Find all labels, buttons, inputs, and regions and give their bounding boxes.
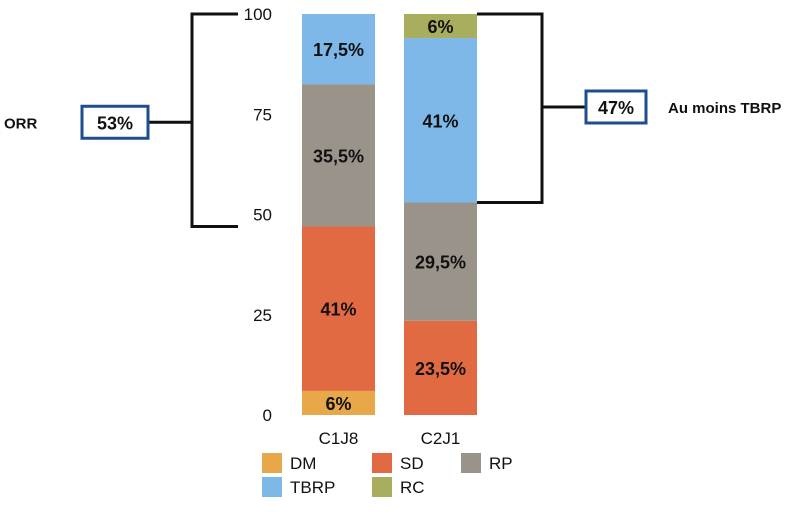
data-label: 41% — [422, 111, 458, 131]
annotations: 53% ORR 47% Au moins TBRP — [4, 12, 781, 229]
tbrp-label: Au moins TBRP — [668, 100, 781, 117]
bar-segment-tbrp-c1j8 — [302, 14, 375, 85]
legend-swatch-rc — [372, 477, 392, 497]
legend-swatch-sd — [372, 453, 392, 473]
data-label: 6% — [325, 394, 351, 414]
bar-segment-tbrp-c2j1 — [404, 38, 477, 203]
tbrp-value: 47% — [598, 98, 634, 118]
legend-swatch-rp — [461, 453, 481, 473]
x-tick-label: C1J8 — [319, 429, 359, 448]
x-tick-label: C2J1 — [421, 429, 461, 448]
bar-segment-sd-c2j1 — [404, 320, 477, 415]
legend-label-tbrp: TBRP — [290, 478, 335, 497]
data-label: 23,5% — [415, 359, 466, 379]
legend-swatch-dm — [262, 453, 282, 473]
bar-segment-dm-c1j8 — [302, 390, 375, 415]
data-label: 29,5% — [415, 253, 466, 273]
data-label: 35,5% — [313, 146, 364, 166]
y-axis: 0 25 50 75 100 — [244, 5, 272, 425]
x-axis: C1J8 C2J1 — [319, 429, 461, 448]
legend-label-rp: RP — [489, 454, 513, 473]
legend-label-sd: SD — [400, 454, 424, 473]
bars: 6% 41% 35,5% 17,5% 23,5% 29,5% 41% 6% — [302, 14, 477, 415]
legend-label-rc: RC — [400, 478, 425, 497]
bar-segment-rc-c2j1 — [404, 14, 477, 39]
data-label: 17,5% — [313, 40, 364, 60]
y-tick-label: 100 — [244, 5, 272, 24]
bar-segment-sd-c1j8 — [302, 226, 375, 391]
tbrp-value-box — [584, 89, 648, 125]
y-tick-label: 0 — [263, 406, 272, 425]
data-label: 6% — [427, 17, 453, 37]
y-tick-label: 75 — [253, 105, 272, 124]
legend-label-dm: DM — [290, 454, 316, 473]
orr-label: ORR — [4, 115, 38, 132]
bar-segment-rp-c2j1 — [404, 202, 477, 321]
orr-value-box — [80, 104, 150, 140]
legend: DM SD RP TBRP RC — [262, 453, 513, 497]
orr-value: 53% — [97, 113, 133, 133]
legend-swatch-tbrp — [262, 477, 282, 497]
data-label: 41% — [320, 300, 356, 320]
orr-bracket — [190, 12, 238, 229]
bar-segment-rp-c1j8 — [302, 84, 375, 227]
y-tick-label: 25 — [253, 306, 272, 325]
tbrp-bracket — [477, 12, 544, 204]
y-tick-label: 50 — [253, 206, 272, 225]
